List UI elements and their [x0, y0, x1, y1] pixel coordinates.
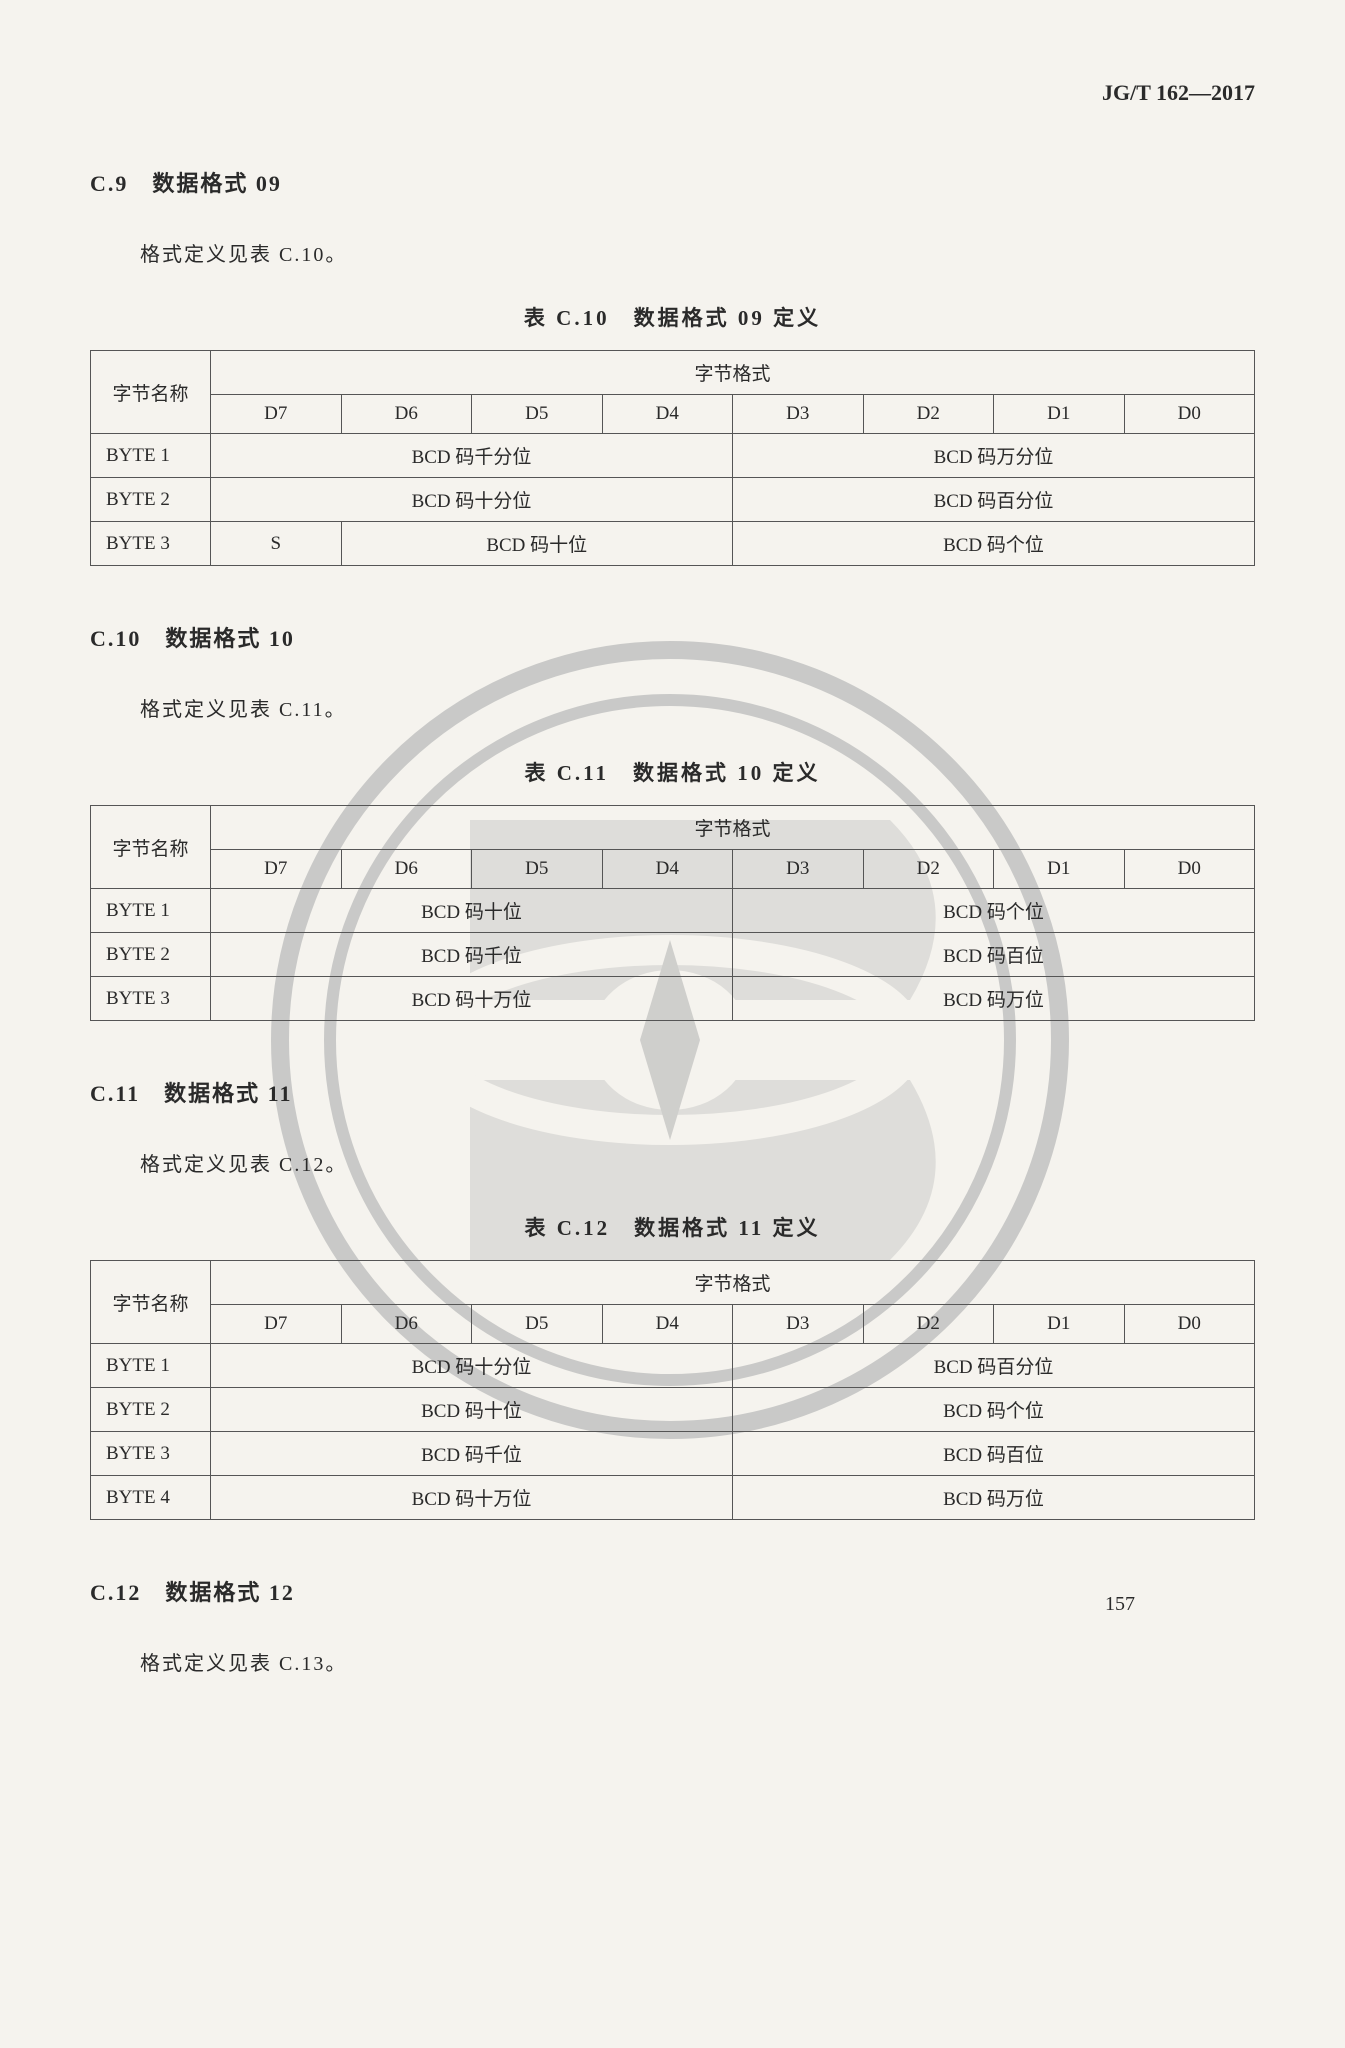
column-header-bit: D4 — [602, 1305, 733, 1344]
data-cell: BCD 码万位 — [733, 977, 1255, 1021]
byte-name-cell: BYTE 1 — [91, 889, 211, 933]
data-cell: BCD 码十位 — [211, 1388, 733, 1432]
column-header-bit: D0 — [1124, 395, 1255, 434]
column-header-bit: D3 — [733, 1305, 864, 1344]
table-row: BYTE 2BCD 码十位BCD 码个位 — [91, 1388, 1255, 1432]
column-header-byte-name: 字节名称 — [91, 1261, 211, 1344]
column-header-bit: D7 — [211, 1305, 342, 1344]
table-caption: 表 C.11 数据格式 10 定义 — [90, 757, 1255, 787]
data-cell: BCD 码万分位 — [733, 434, 1255, 478]
byte-name-cell: BYTE 2 — [91, 1388, 211, 1432]
section-text: 格式定义见表 C.13。 — [140, 1647, 1255, 1676]
format-table: 字节名称字节格式D7D6D5D4D3D2D1D0BYTE 1BCD 码十分位BC… — [90, 1260, 1255, 1520]
section-heading: C.12 数据格式 12 — [90, 1575, 1255, 1607]
column-header-byte-name: 字节名称 — [91, 806, 211, 889]
data-cell: BCD 码千分位 — [211, 434, 733, 478]
data-cell: BCD 码万位 — [733, 1476, 1255, 1520]
byte-name-cell: BYTE 3 — [91, 522, 211, 566]
column-header-bit: D2 — [863, 1305, 994, 1344]
data-cell: BCD 码百分位 — [733, 478, 1255, 522]
table-row: BYTE 1BCD 码十分位BCD 码百分位 — [91, 1344, 1255, 1388]
column-header-byte-format: 字节格式 — [211, 351, 1255, 395]
section-heading: C.10 数据格式 10 — [90, 621, 1255, 653]
data-cell: BCD 码百分位 — [733, 1344, 1255, 1388]
data-cell: BCD 码个位 — [733, 1388, 1255, 1432]
column-header-bit: D0 — [1124, 1305, 1255, 1344]
column-header-bit: D7 — [211, 395, 342, 434]
data-cell: BCD 码个位 — [733, 522, 1255, 566]
table-row: BYTE 3SBCD 码十位BCD 码个位 — [91, 522, 1255, 566]
document-code: JG/T 162—2017 — [90, 80, 1255, 106]
data-cell: BCD 码个位 — [733, 889, 1255, 933]
data-cell: BCD 码百位 — [733, 1432, 1255, 1476]
column-header-bit: D1 — [994, 395, 1125, 434]
format-table: 字节名称字节格式D7D6D5D4D3D2D1D0BYTE 1BCD 码千分位BC… — [90, 350, 1255, 566]
byte-name-cell: BYTE 2 — [91, 478, 211, 522]
column-header-bit: D5 — [472, 1305, 603, 1344]
data-cell: BCD 码十万位 — [211, 977, 733, 1021]
column-header-byte-format: 字节格式 — [211, 806, 1255, 850]
section-text: 格式定义见表 C.12。 — [140, 1148, 1255, 1177]
data-cell: BCD 码千位 — [211, 1432, 733, 1476]
data-cell: BCD 码十位 — [211, 889, 733, 933]
column-header-bit: D6 — [341, 850, 472, 889]
data-cell: S — [211, 522, 342, 566]
table-row: BYTE 1BCD 码千分位BCD 码万分位 — [91, 434, 1255, 478]
column-header-bit: D7 — [211, 850, 342, 889]
table-row: BYTE 2BCD 码千位BCD 码百位 — [91, 933, 1255, 977]
column-header-bit: D5 — [472, 850, 603, 889]
column-header-bit: D2 — [863, 395, 994, 434]
column-header-bit: D4 — [602, 395, 733, 434]
data-cell: BCD 码百位 — [733, 933, 1255, 977]
data-cell: BCD 码千位 — [211, 933, 733, 977]
byte-name-cell: BYTE 3 — [91, 977, 211, 1021]
byte-name-cell: BYTE 1 — [91, 1344, 211, 1388]
byte-name-cell: BYTE 1 — [91, 434, 211, 478]
column-header-bit: D1 — [994, 850, 1125, 889]
table-caption: 表 C.12 数据格式 11 定义 — [90, 1212, 1255, 1242]
column-header-bit: D6 — [341, 1305, 472, 1344]
section-heading: C.11 数据格式 11 — [90, 1076, 1255, 1108]
table-row: BYTE 3BCD 码十万位BCD 码万位 — [91, 977, 1255, 1021]
format-table: 字节名称字节格式D7D6D5D4D3D2D1D0BYTE 1BCD 码十位BCD… — [90, 805, 1255, 1021]
section-heading: C.9 数据格式 09 — [90, 166, 1255, 198]
section-text: 格式定义见表 C.11。 — [140, 693, 1255, 722]
column-header-bit: D5 — [472, 395, 603, 434]
table-caption: 表 C.10 数据格式 09 定义 — [90, 302, 1255, 332]
table-row: BYTE 1BCD 码十位BCD 码个位 — [91, 889, 1255, 933]
section-text: 格式定义见表 C.10。 — [140, 238, 1255, 267]
column-header-bit: D2 — [863, 850, 994, 889]
byte-name-cell: BYTE 3 — [91, 1432, 211, 1476]
data-cell: BCD 码十分位 — [211, 478, 733, 522]
data-cell: BCD 码十万位 — [211, 1476, 733, 1520]
column-header-bit: D3 — [733, 395, 864, 434]
column-header-bit: D4 — [602, 850, 733, 889]
table-row: BYTE 3BCD 码千位BCD 码百位 — [91, 1432, 1255, 1476]
column-header-bit: D1 — [994, 1305, 1125, 1344]
column-header-bit: D0 — [1124, 850, 1255, 889]
byte-name-cell: BYTE 4 — [91, 1476, 211, 1520]
table-row: BYTE 2BCD 码十分位BCD 码百分位 — [91, 478, 1255, 522]
page-number: 157 — [1105, 1593, 1135, 1616]
column-header-bit: D6 — [341, 395, 472, 434]
table-row: BYTE 4BCD 码十万位BCD 码万位 — [91, 1476, 1255, 1520]
column-header-bit: D3 — [733, 850, 864, 889]
data-cell: BCD 码十位 — [341, 522, 733, 566]
data-cell: BCD 码十分位 — [211, 1344, 733, 1388]
column-header-byte-name: 字节名称 — [91, 351, 211, 434]
byte-name-cell: BYTE 2 — [91, 933, 211, 977]
column-header-byte-format: 字节格式 — [211, 1261, 1255, 1305]
